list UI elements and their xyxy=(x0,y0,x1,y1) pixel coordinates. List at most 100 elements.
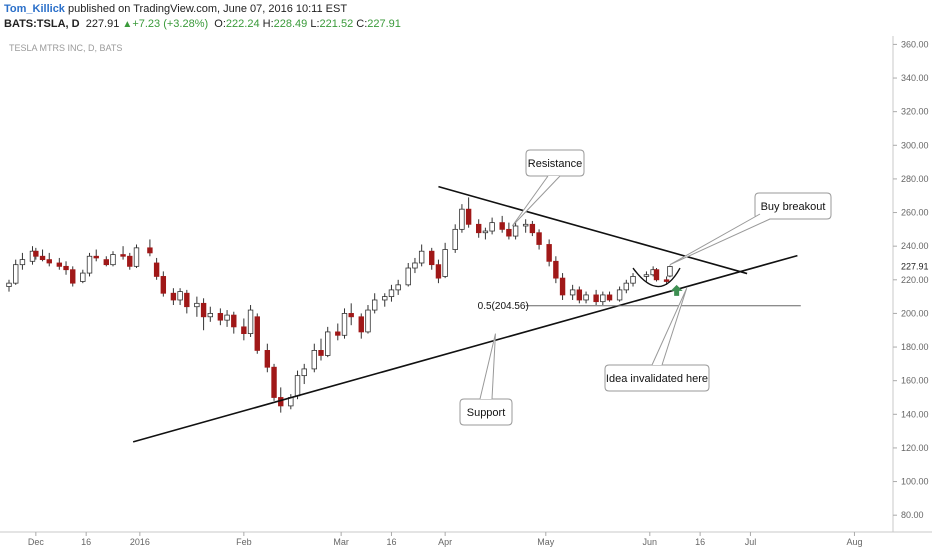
candle xyxy=(499,215,505,233)
x-tick-label: 16 xyxy=(695,537,705,547)
candle xyxy=(13,259,19,285)
candle xyxy=(224,310,230,327)
idea-invalidated-callout[interactable]: Idea invalidated here xyxy=(604,287,710,392)
candle xyxy=(46,252,52,267)
candle xyxy=(465,197,472,228)
candle xyxy=(512,222,519,240)
candle-body xyxy=(623,282,630,291)
candle xyxy=(70,266,76,287)
candle xyxy=(241,318,247,341)
candle xyxy=(80,269,86,284)
candle xyxy=(133,244,140,269)
close-value: 227.91 xyxy=(367,18,401,30)
x-tick-label: Jul xyxy=(745,537,757,547)
candle xyxy=(630,273,636,287)
candle xyxy=(412,257,418,274)
candle xyxy=(318,338,324,361)
resistance-text: Resistance xyxy=(528,158,582,170)
x-axis[interactable]: Dec 16 2016 Feb Mar 16 Apr May Jun 16 Jul Aug xyxy=(28,532,863,547)
candle xyxy=(653,268,660,282)
candle-body xyxy=(600,294,606,303)
y-tick-label: 80.00 xyxy=(901,510,924,520)
candle-body xyxy=(56,262,63,267)
candle xyxy=(247,305,254,337)
candle xyxy=(623,279,630,294)
candle-body xyxy=(593,294,599,303)
candle xyxy=(207,306,213,322)
candle xyxy=(348,303,354,326)
candles-layer xyxy=(6,197,673,413)
candle xyxy=(529,220,536,237)
candle-body xyxy=(19,259,26,266)
candle xyxy=(569,284,576,300)
candle xyxy=(667,265,673,278)
support-pointer xyxy=(479,333,496,400)
candle-body xyxy=(388,289,395,298)
candle-body xyxy=(499,222,505,230)
publish-text: published on TradingView.com, June 07, 2… xyxy=(64,3,348,15)
buy-breakout-pointer xyxy=(669,213,771,266)
candle xyxy=(593,289,599,306)
candle xyxy=(231,311,237,334)
chart-watermark: TESLA MTRS INC, D, BATS xyxy=(9,43,122,53)
y-tick-label: 160.00 xyxy=(901,376,929,386)
idea-invalidated-box xyxy=(604,364,710,392)
buy-breakout-text: Buy breakout xyxy=(761,201,826,213)
x-tick-label: Feb xyxy=(236,537,252,547)
candle-body xyxy=(110,254,116,266)
x-tick-label: May xyxy=(537,537,555,547)
support-callout[interactable]: Support xyxy=(459,333,513,426)
candle xyxy=(93,249,99,262)
drawings-layer[interactable]: 0.5(204.56) Resistance Support Buy breakout… xyxy=(132,149,832,443)
candle xyxy=(335,323,341,341)
candle-body xyxy=(294,375,301,397)
candle-body xyxy=(442,249,448,277)
candle xyxy=(153,257,160,280)
candle-body xyxy=(529,223,536,234)
candle-body xyxy=(301,368,307,377)
candle-body xyxy=(546,244,552,262)
candle xyxy=(546,239,552,267)
candle-body xyxy=(365,309,371,333)
y-tick-label: 220.00 xyxy=(901,275,929,285)
candle xyxy=(39,249,46,262)
y-axis[interactable]: 360.00 340.00 320.00 300.00 280.00 260.00 240.… xyxy=(893,39,929,520)
candle-body xyxy=(80,272,86,282)
candle-body xyxy=(93,255,99,259)
candle xyxy=(6,279,12,292)
low-label: L: xyxy=(310,18,320,30)
candle-body xyxy=(247,309,254,334)
plot-area[interactable] xyxy=(0,36,893,532)
candle xyxy=(388,284,395,302)
candle-body xyxy=(512,225,519,237)
rounding-bottom-arc[interactable] xyxy=(632,267,681,287)
candle-body xyxy=(318,350,324,356)
candle-body xyxy=(147,247,153,254)
candle-body xyxy=(133,247,140,267)
candle xyxy=(56,257,63,270)
candle-body xyxy=(583,294,589,301)
candle-body xyxy=(184,292,190,308)
close-label: C: xyxy=(356,18,368,30)
candle-body xyxy=(667,266,673,277)
y-tick-label: 280.00 xyxy=(901,174,929,184)
candle-body xyxy=(358,316,364,333)
author-link[interactable]: Tom_Killick xyxy=(4,3,65,15)
y-tick-label: 300.00 xyxy=(901,140,929,150)
resistance-callout[interactable]: Resistance xyxy=(511,149,585,227)
candle-body xyxy=(194,302,200,308)
triangle-up-icon: ▲ xyxy=(122,19,133,30)
candle-body xyxy=(13,264,19,284)
candle xyxy=(147,239,153,257)
x-tick-label: Apr xyxy=(438,537,452,547)
resistance-box xyxy=(525,149,585,177)
candle-body xyxy=(371,299,378,311)
candle-body xyxy=(452,228,458,250)
candle xyxy=(341,308,348,339)
candle-body xyxy=(663,279,670,282)
support-trendline[interactable] xyxy=(132,254,798,443)
buy-breakout-callout[interactable]: Buy breakout xyxy=(669,192,832,266)
candle-body xyxy=(459,208,465,230)
resistance-trendline[interactable] xyxy=(438,185,748,275)
